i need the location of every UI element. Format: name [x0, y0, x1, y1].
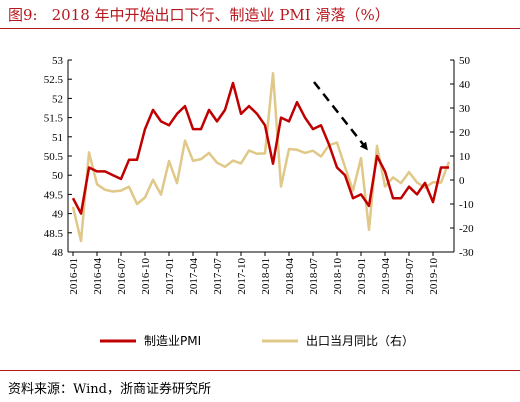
- right-axis-ticks: -30 -20 -10 0 10 20 30 40 50: [450, 55, 474, 259]
- source-note: 资料来源：Wind，浙商证券研究所: [8, 382, 211, 397]
- right-tick-label: 40: [459, 79, 471, 91]
- right-tick-label: 0: [459, 175, 465, 187]
- legend-label: 制造业PMI: [144, 334, 201, 348]
- x-tick-label: 2019-07: [404, 258, 416, 295]
- x-tick-label: 2019-04: [380, 258, 392, 295]
- right-tick-label: -20: [459, 223, 474, 235]
- x-tick-label: 2018-10: [332, 258, 344, 295]
- source-divider: [0, 370, 520, 371]
- series-layer: [71, 71, 451, 243]
- x-tick-label: 2017-07: [212, 258, 224, 295]
- left-tick-label: 48.5: [44, 228, 64, 240]
- left-tick-label: 51.5: [44, 113, 64, 125]
- x-axis-ticks: 2016-01 2016-04 2016-07 2016-10 2017-01 2017-…: [68, 252, 440, 295]
- right-tick-label: -10: [459, 199, 474, 211]
- x-tick-label: 2017-04: [188, 258, 200, 295]
- export-yoy-line: [71, 71, 451, 243]
- figure-number: 图9:: [8, 6, 38, 24]
- left-tick-label: 53: [52, 55, 64, 67]
- x-tick-label: 2016-07: [116, 258, 128, 295]
- axes: [67, 60, 455, 253]
- left-tick-label: 52.5: [44, 74, 64, 86]
- x-tick-label: 2016-04: [92, 258, 104, 295]
- trend-arrow: [313, 81, 368, 151]
- x-tick-label: 2018-01: [260, 258, 272, 295]
- left-tick-label: 49.5: [44, 189, 64, 201]
- title-divider: [0, 28, 520, 29]
- x-tick-label: 2017-01: [164, 258, 176, 295]
- chart-title: 图9: 2018 年中开始出口下行、制造业 PMI 滑落（%）: [8, 4, 390, 25]
- left-axis-ticks: 48 48.5 49 49.5 50 50.5 51 51.5 52 52.5 53: [44, 55, 72, 259]
- right-tick-label: 20: [459, 127, 471, 139]
- x-tick-label: 2017-10: [236, 258, 248, 295]
- left-tick-label: 50.5: [44, 151, 64, 163]
- x-tick-label: 2019-10: [428, 258, 440, 295]
- left-tick-label: 49: [52, 209, 64, 221]
- right-tick-label: 10: [459, 151, 471, 163]
- x-tick-label: 2018-07: [308, 258, 320, 295]
- x-tick-label: 2018-04: [284, 258, 296, 295]
- x-tick-label: 2016-10: [140, 258, 152, 295]
- x-tick-label: 2019-01: [356, 258, 368, 295]
- right-tick-label: 30: [459, 103, 471, 115]
- right-tick-label: 50: [459, 55, 471, 67]
- x-tick-label: 2016-01: [68, 258, 80, 295]
- figure-title: 2018 年中开始出口下行、制造业 PMI 滑落（%）: [51, 6, 390, 24]
- pmi-line: [71, 81, 449, 215]
- left-tick-label: 50: [52, 170, 64, 182]
- legend-label: 出口当月同比（右）: [306, 333, 414, 348]
- left-tick-label: 51: [52, 132, 63, 144]
- legend: 制造业PMI 出口当月同比（右）: [100, 333, 414, 348]
- left-tick-label: 48: [52, 247, 64, 259]
- right-tick-label: -30: [459, 247, 474, 259]
- left-tick-label: 52: [52, 93, 63, 105]
